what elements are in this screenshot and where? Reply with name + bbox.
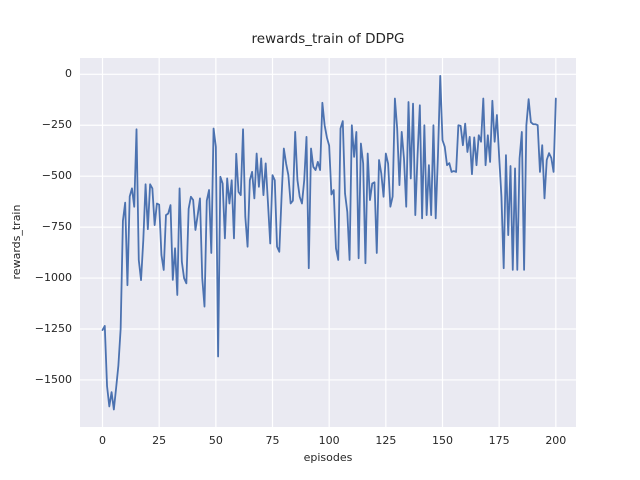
x-tick-label: 25 xyxy=(152,434,167,447)
y-tick-label: −500 xyxy=(41,169,72,183)
x-tick-label: 200 xyxy=(545,434,567,447)
y-axis-label: rewards_train xyxy=(10,204,23,280)
y-tick-label: −250 xyxy=(41,118,72,132)
x-axis-label: episodes xyxy=(303,451,353,464)
x-tick-label: 0 xyxy=(99,434,106,447)
plot-area xyxy=(80,58,576,427)
x-tick-label: 75 xyxy=(265,434,280,447)
x-tick-label: 125 xyxy=(375,434,397,447)
y-tick-label: −1000 xyxy=(34,271,72,285)
y-tick-label: −750 xyxy=(41,220,72,234)
y-tick-label: 0 xyxy=(65,67,72,81)
y-tick-label: −1250 xyxy=(34,321,72,335)
x-tick-label: 175 xyxy=(488,434,510,447)
plot-background xyxy=(80,58,576,427)
x-tick-label: 50 xyxy=(208,434,223,447)
x-tick-label: 100 xyxy=(318,434,340,447)
y-tick-label: −1500 xyxy=(34,372,72,386)
x-tick-label: 150 xyxy=(431,434,453,447)
rewards-line xyxy=(101,75,557,411)
gridlines xyxy=(80,58,576,427)
chart-title: rewards_train of DDPG xyxy=(251,31,405,47)
